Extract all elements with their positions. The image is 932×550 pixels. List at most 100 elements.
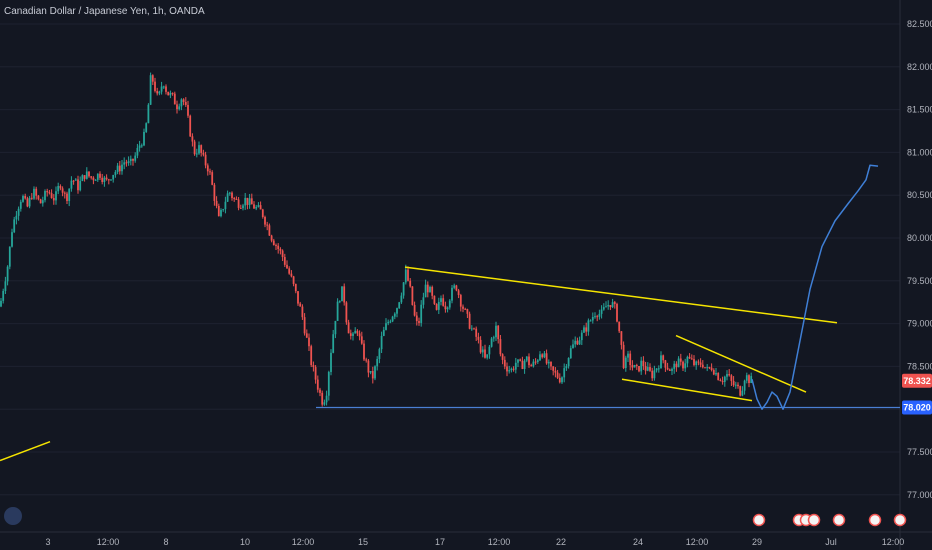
candle bbox=[105, 177, 108, 180]
candle bbox=[737, 384, 739, 387]
candle bbox=[222, 209, 225, 211]
candle bbox=[668, 369, 671, 371]
candle bbox=[554, 370, 557, 373]
candle bbox=[413, 304, 416, 316]
event-flag-icon[interactable] bbox=[807, 513, 821, 527]
candle bbox=[50, 193, 53, 199]
candle bbox=[448, 300, 451, 308]
candle bbox=[206, 165, 209, 172]
candle bbox=[459, 295, 462, 307]
x-tick-label: 12:00 bbox=[488, 537, 511, 547]
candle bbox=[723, 376, 726, 382]
candle bbox=[558, 377, 561, 383]
channel-upper-line[interactable] bbox=[675, 334, 807, 393]
candle bbox=[327, 371, 330, 396]
candle bbox=[270, 235, 273, 241]
candle bbox=[653, 370, 656, 379]
candle bbox=[385, 323, 387, 330]
candle bbox=[125, 162, 128, 164]
candle bbox=[237, 199, 240, 208]
candle bbox=[499, 339, 502, 355]
candle bbox=[492, 337, 495, 339]
candle bbox=[39, 199, 42, 204]
candle bbox=[63, 192, 66, 194]
candle bbox=[468, 313, 471, 329]
event-flag-icon[interactable] bbox=[893, 513, 907, 527]
candle bbox=[173, 93, 176, 105]
candle bbox=[514, 362, 517, 370]
candle bbox=[341, 286, 343, 302]
upper-trendline[interactable] bbox=[404, 266, 838, 324]
candle bbox=[470, 328, 473, 330]
candle bbox=[246, 197, 249, 205]
candle bbox=[279, 249, 282, 251]
event-flag-icon[interactable] bbox=[752, 513, 766, 527]
candle bbox=[719, 380, 722, 382]
candle bbox=[611, 302, 614, 308]
candle bbox=[688, 356, 691, 359]
candle bbox=[510, 368, 513, 371]
candle bbox=[539, 354, 541, 361]
candle bbox=[209, 171, 211, 173]
candle bbox=[646, 367, 649, 371]
candle bbox=[301, 306, 304, 318]
channel-lower-line[interactable] bbox=[621, 378, 753, 402]
projection-path[interactable] bbox=[751, 164, 879, 410]
candle bbox=[561, 377, 563, 383]
candle bbox=[580, 332, 583, 341]
candle bbox=[352, 333, 354, 336]
candle bbox=[583, 327, 585, 333]
candle bbox=[193, 141, 196, 155]
candle bbox=[501, 354, 504, 360]
event-flag-icon[interactable] bbox=[832, 513, 846, 527]
candle bbox=[728, 374, 731, 376]
candle bbox=[541, 354, 544, 358]
candle bbox=[127, 161, 130, 164]
candle bbox=[686, 356, 689, 364]
last-price-tag-bg bbox=[902, 373, 932, 388]
candle bbox=[420, 304, 423, 323]
candle bbox=[235, 198, 238, 200]
y-tick-label: 77.500 bbox=[907, 447, 932, 457]
candle bbox=[211, 172, 214, 185]
candle bbox=[605, 306, 607, 308]
candle bbox=[24, 196, 27, 199]
candle bbox=[651, 370, 654, 379]
candle bbox=[275, 245, 277, 247]
x-tick-label: Jul bbox=[825, 537, 837, 547]
candle bbox=[114, 171, 117, 175]
candle bbox=[85, 171, 88, 179]
candle bbox=[299, 303, 302, 307]
candle bbox=[231, 192, 233, 199]
candle bbox=[655, 368, 658, 371]
candle bbox=[297, 291, 299, 304]
x-tick-label: 12:00 bbox=[686, 537, 709, 547]
candle bbox=[255, 206, 258, 209]
candle bbox=[638, 366, 640, 372]
candle bbox=[490, 338, 493, 347]
event-flag-icon[interactable] bbox=[868, 513, 882, 527]
left-trendline[interactable] bbox=[0, 441, 51, 462]
tradingview-logo-icon[interactable] bbox=[4, 507, 22, 525]
candle bbox=[308, 337, 310, 347]
candle bbox=[633, 365, 636, 368]
candle bbox=[525, 356, 528, 361]
x-tick-label: 17 bbox=[435, 537, 445, 547]
candle bbox=[730, 375, 733, 381]
candle bbox=[228, 192, 231, 194]
candle bbox=[365, 359, 368, 361]
candle bbox=[129, 158, 132, 162]
candle bbox=[189, 115, 192, 137]
candle bbox=[55, 191, 57, 201]
candle bbox=[90, 176, 93, 178]
candle bbox=[167, 91, 170, 96]
candle bbox=[116, 165, 119, 172]
candle bbox=[660, 355, 662, 369]
candle bbox=[411, 286, 414, 305]
candle bbox=[618, 321, 621, 332]
candle bbox=[94, 179, 97, 181]
candle bbox=[622, 344, 625, 369]
candle bbox=[495, 325, 497, 338]
